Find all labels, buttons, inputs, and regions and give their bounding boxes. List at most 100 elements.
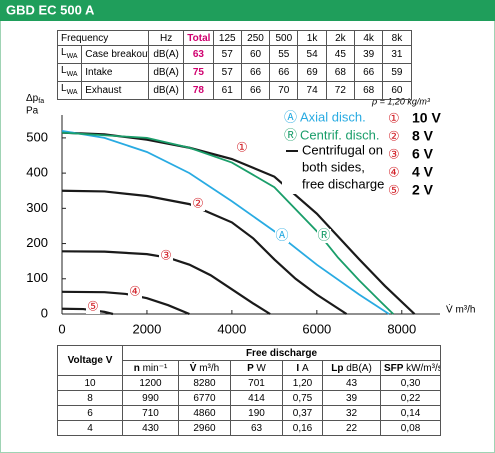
- curve-marker: ④: [129, 283, 141, 298]
- noise-row: LWA Case breakout dB(A) 63 57 60 55 54 45 39 31: [56, 45, 440, 64]
- curve-marker-bg: [317, 229, 331, 243]
- curve: [61, 131, 394, 315]
- value: 69: [297, 63, 327, 82]
- header-row: Frequency Hz Total 125 250 500 1k 2k 4k 8k: [57, 30, 440, 46]
- symbol: SFP: [384, 362, 404, 374]
- value: 75: [183, 63, 214, 82]
- legend-label: Centrif. disch.: [300, 127, 379, 142]
- legend-label: 4 V: [412, 164, 434, 180]
- row-label: Case breakout: [81, 45, 149, 64]
- level-symbol: LWA: [56, 81, 83, 100]
- cell: 2960: [178, 420, 231, 436]
- header-cell: Frequency: [57, 30, 149, 46]
- header-cell: 250: [240, 30, 271, 46]
- subscript: fa: [38, 98, 44, 105]
- cell: 710: [122, 405, 179, 421]
- row-label: Exhaust: [81, 81, 149, 100]
- unit: W: [256, 362, 266, 374]
- cell: 0,16: [282, 420, 323, 436]
- symbol: L: [61, 65, 67, 76]
- legend-label: 2 V: [412, 182, 434, 198]
- curve-marker: Ⓐ: [275, 227, 288, 242]
- value: 66: [353, 63, 384, 82]
- curve-marker-bg: [159, 249, 173, 263]
- cell: 190: [230, 405, 283, 421]
- curve-marker-bg: [128, 285, 142, 299]
- cell: 8: [57, 390, 123, 406]
- symbol: I: [296, 362, 300, 374]
- col: [411, 31, 439, 100]
- data-row: 6 710 4860 190 0,37 32 0,14: [57, 405, 442, 421]
- cell: 4860: [178, 405, 231, 421]
- legend-marker: ④: [388, 164, 400, 179]
- value: 31: [382, 45, 412, 64]
- x-axis-label: V̇ m³/h: [446, 303, 475, 316]
- curve-marker: ①: [236, 139, 248, 154]
- value: 74: [297, 81, 327, 100]
- legend-label: 8 V: [412, 128, 434, 144]
- density-note: ρ = 1,20 kg/m³: [371, 96, 431, 106]
- unit: dB(A): [147, 63, 185, 82]
- symbol: L: [61, 83, 67, 94]
- legend-marker: ⑤: [388, 182, 400, 197]
- y-tick-label: 200: [26, 235, 48, 250]
- cell: 8280: [178, 375, 231, 391]
- curve: [61, 189, 348, 315]
- row-label: Intake: [81, 63, 149, 82]
- level-symbol: LWA: [56, 45, 83, 64]
- unit: dB(A): [346, 362, 372, 374]
- header-title: GBD EC 500 A: [6, 2, 95, 17]
- cell: 63: [230, 420, 283, 436]
- legend-marker: ③: [388, 146, 400, 161]
- level-symbol: LWA: [56, 63, 83, 82]
- symbol: Δp: [26, 93, 39, 104]
- x-tick-label: 6000: [302, 321, 331, 336]
- curve-marker: ②: [192, 195, 204, 210]
- symbol: V̇: [189, 362, 197, 374]
- cell: 10: [57, 375, 123, 391]
- symbol: Voltage: [67, 355, 103, 366]
- y-axis-unit: Pa: [26, 106, 39, 117]
- cell: 39: [322, 390, 381, 406]
- symbol: n: [133, 362, 140, 374]
- unit: V: [105, 355, 113, 366]
- value: 78: [183, 81, 214, 100]
- value: 70: [269, 81, 299, 100]
- noise-table: Frequency Hz Total 125 250 500 1k 2k 4k 8k LWA Case…: [56, 30, 440, 100]
- header-cell: 1k: [297, 30, 327, 46]
- symbol: Lp: [331, 362, 344, 374]
- curve-marker-bg: [275, 229, 289, 243]
- y-tick-label: 100: [26, 270, 48, 285]
- value: 60: [382, 81, 412, 100]
- column-header: Voltage V: [57, 345, 123, 376]
- value: 39: [353, 45, 384, 64]
- cell: 0,37: [282, 405, 323, 421]
- header-bar: [0, 0, 495, 21]
- cell: 6770: [178, 390, 231, 406]
- header-cell: Hz: [147, 30, 185, 46]
- x-tick-label: 2000: [132, 321, 161, 336]
- legend-marker: Ⓡ: [284, 127, 297, 142]
- header-cell: 2k: [325, 30, 356, 46]
- unit: dB(A): [147, 45, 185, 64]
- data-row: 8 990 6770 414 0,75 39 0,22: [57, 390, 442, 406]
- subscript: WA: [66, 71, 78, 78]
- symbol: P: [247, 362, 254, 374]
- value: 57: [212, 45, 242, 64]
- value: 55: [269, 45, 299, 64]
- noise-row: LWA Exhaust dB(A) 78 61 66 70 74 72 68 60: [56, 81, 440, 100]
- y-tick-label: 0: [41, 305, 48, 320]
- column-header: SFP kW/m³/s: [379, 360, 442, 376]
- legend-label: 10 V: [412, 110, 441, 126]
- value: 57: [212, 63, 242, 82]
- curve-marker: ③: [160, 247, 172, 262]
- value: 63: [183, 45, 214, 64]
- value: 66: [269, 63, 299, 82]
- cell: 32: [322, 405, 381, 421]
- header-cell: 500: [269, 30, 299, 46]
- legend-bg: [280, 110, 380, 126]
- value: 61: [212, 81, 242, 100]
